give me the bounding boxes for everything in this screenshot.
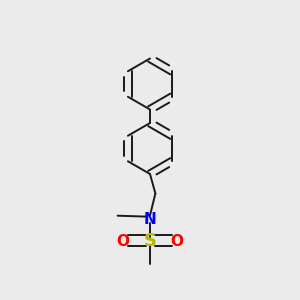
Text: N: N <box>144 212 156 226</box>
Text: O: O <box>116 234 130 249</box>
Text: O: O <box>170 234 184 249</box>
Text: S: S <box>143 232 157 250</box>
